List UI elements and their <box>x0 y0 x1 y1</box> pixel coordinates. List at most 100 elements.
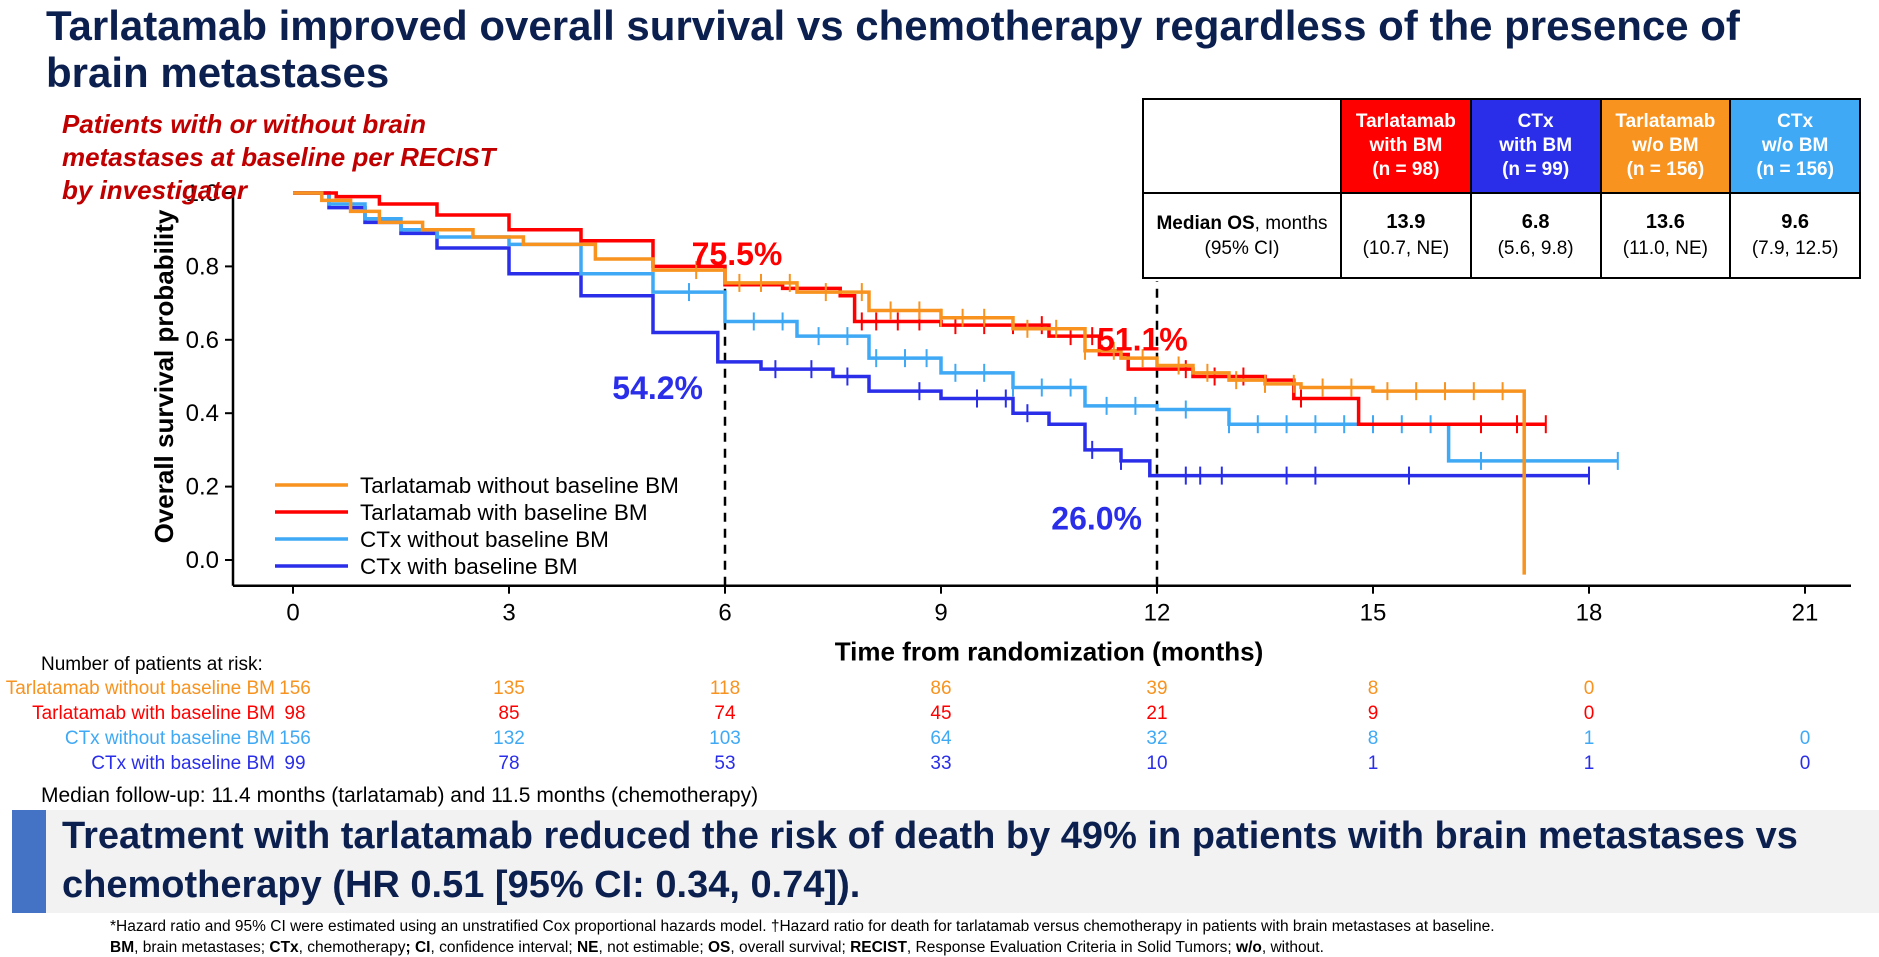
table-header-line: with BM <box>1369 135 1443 156</box>
abbreviation-definition: , Response Evaluation Criteria in Solid … <box>906 939 1237 956</box>
x-tick-label: 15 <box>1360 600 1387 627</box>
abbreviation: CTx <box>269 939 299 956</box>
abbreviation-definition: , without. <box>1261 939 1324 956</box>
y-tick-label: 0.8 <box>186 253 219 280</box>
legend-label: CTx with baseline BM <box>360 554 578 579</box>
risk-count: 39 <box>1146 678 1168 699</box>
survival-curves <box>293 191 1619 575</box>
table-header-line: (n = 99) <box>1502 159 1570 180</box>
risk-count: 118 <box>709 678 741 699</box>
risk-count: 135 <box>493 678 525 699</box>
x-tick-label: 0 <box>286 600 299 627</box>
x-tick-label: 18 <box>1576 600 1603 627</box>
table-header-line: Tarlatamab <box>1615 111 1716 132</box>
y-tick-label: 0.2 <box>186 474 219 501</box>
footnote-abbreviations: BM, brain metastases; CTx, chemotherapy;… <box>110 939 1324 957</box>
landmark-value: 26.0% <box>1051 501 1142 537</box>
risk-count: 1 <box>1583 728 1595 749</box>
table-header-line: (n = 156) <box>1626 159 1705 180</box>
legend-label: Tarlatamab without baseline BM <box>360 473 679 498</box>
survival-curve-ctx-with-baseline-bm <box>293 191 1589 478</box>
risk-table-title: Number of patients at risk: <box>41 654 263 675</box>
key-finding-callout: Treatment with tarlatamab reduced the ri… <box>12 810 1879 913</box>
callout-text: Treatment with tarlatamab reduced the ri… <box>62 815 1798 906</box>
risk-count: 0 <box>1799 753 1811 774</box>
risk-row-label: CTx without baseline BM <box>64 728 275 749</box>
abbreviation-definition: , overall survival; <box>730 939 851 956</box>
risk-count: 64 <box>930 728 952 749</box>
risk-count: 8 <box>1367 728 1379 749</box>
abbreviation: w/o <box>1236 939 1262 956</box>
abbreviation: ; CI <box>405 939 431 956</box>
survival-curve-tarlatamab-with-baseline-bm <box>293 191 1546 426</box>
risk-count: 156 <box>279 728 311 749</box>
risk-count: 0 <box>1583 703 1595 724</box>
reference-lines <box>723 281 1159 586</box>
risk-row-label: CTx with baseline BM <box>91 753 275 774</box>
y-tick-label: 0.6 <box>186 327 219 354</box>
table-header-line: w/o BM <box>1632 135 1699 156</box>
risk-row-label: Tarlatamab without baseline BM <box>5 678 275 699</box>
table-header-line: CTx <box>1517 111 1554 132</box>
landmark-value: 54.2% <box>612 370 703 406</box>
y-tick-label: 1.0 <box>186 180 219 207</box>
median-followup: Median follow-up: 11.4 months (tarlatama… <box>41 784 759 807</box>
risk-count: 32 <box>1146 728 1168 749</box>
risk-count: 156 <box>279 678 311 699</box>
table-header-tarl-nobm: Tarlatamab w/o BM (n = 156) <box>1599 98 1732 194</box>
x-tick-label: 6 <box>718 600 731 627</box>
risk-count: 21 <box>1146 703 1168 724</box>
risk-count: 0 <box>1799 728 1811 749</box>
risk-count: 86 <box>930 678 952 699</box>
abbreviation: RECIST <box>850 939 907 956</box>
y-axis-label: Overall survival probability <box>149 209 179 543</box>
abbreviation: NE <box>576 939 599 956</box>
footnote-hazard: *Hazard ratio and 95% CI were estimated … <box>110 918 1495 935</box>
table-header-ctx-bm: CTx with BM (n = 99) <box>1469 98 1602 194</box>
table-header-line: with BM <box>1499 135 1573 156</box>
risk-count: 33 <box>930 753 952 774</box>
table-header-line: w/o BM <box>1761 135 1829 156</box>
legend-label: Tarlatamab with baseline BM <box>360 500 648 525</box>
abbreviation-definition: , chemotherapy <box>298 939 406 956</box>
abbreviation: OS <box>707 939 731 956</box>
abbreviation-definition: , brain metastases; <box>134 939 270 956</box>
table-header-line: Tarlatamab <box>1355 111 1456 132</box>
x-tick-label: 21 <box>1792 600 1819 627</box>
y-tick-label: 0.4 <box>186 400 219 427</box>
risk-count: 85 <box>498 703 520 724</box>
table-row-label: Median OS, months (95% CI) <box>1142 192 1342 279</box>
table-corner <box>1142 98 1342 194</box>
abbreviation-definition: , not estimable; <box>598 939 708 956</box>
population-subtitle: Patients with or without brain metastase… <box>62 109 496 205</box>
plot-axes: 0 3 6 9 12 15 18 21 0.0 0.2 0.4 0.6 0.8 1.0 Time from … <box>149 180 1851 667</box>
table-header-line: (n = 156) <box>1756 159 1834 180</box>
risk-count: 1 <box>1583 753 1595 774</box>
callout-accent-bar <box>12 810 46 913</box>
abbreviation: BM <box>110 939 135 956</box>
risk-count: 74 <box>714 703 736 724</box>
x-tick-label: 9 <box>934 600 947 627</box>
risk-count: 9 <box>1367 703 1379 724</box>
legend-label: CTx without baseline BM <box>360 527 609 552</box>
risk-count: 8 <box>1367 678 1379 699</box>
x-tick-label: 3 <box>502 600 515 627</box>
risk-count: 10 <box>1146 753 1168 774</box>
table-cell: 9.6 (7.9, 12.5) <box>1729 192 1861 279</box>
table-cell: 13.9 (10.7, NE) <box>1340 192 1472 279</box>
table-cell: 13.6 (11.0, NE) <box>1599 192 1732 279</box>
risk-count: 53 <box>714 753 736 774</box>
table-header-ctx-nobm: CTx w/o BM (n = 156) <box>1729 98 1861 194</box>
risk-count: 78 <box>498 753 520 774</box>
risk-count: 103 <box>709 728 741 749</box>
risk-count: 45 <box>930 703 952 724</box>
km-plot: 0 3 6 9 12 15 18 21 0.0 0.2 0.4 0.6 0.8 1.0 Time from … <box>149 180 1851 667</box>
risk-count: 132 <box>493 728 525 749</box>
risk-count: 99 <box>284 753 306 774</box>
risk-count: 98 <box>284 703 306 724</box>
x-tick-label: 12 <box>1144 600 1171 627</box>
x-axis-label: Time from randomization (months) <box>835 637 1264 667</box>
y-tick-label: 0.0 <box>186 547 219 574</box>
table-cell: 6.8 (5.6, 9.8) <box>1469 192 1602 279</box>
risk-count: 1 <box>1367 753 1379 774</box>
